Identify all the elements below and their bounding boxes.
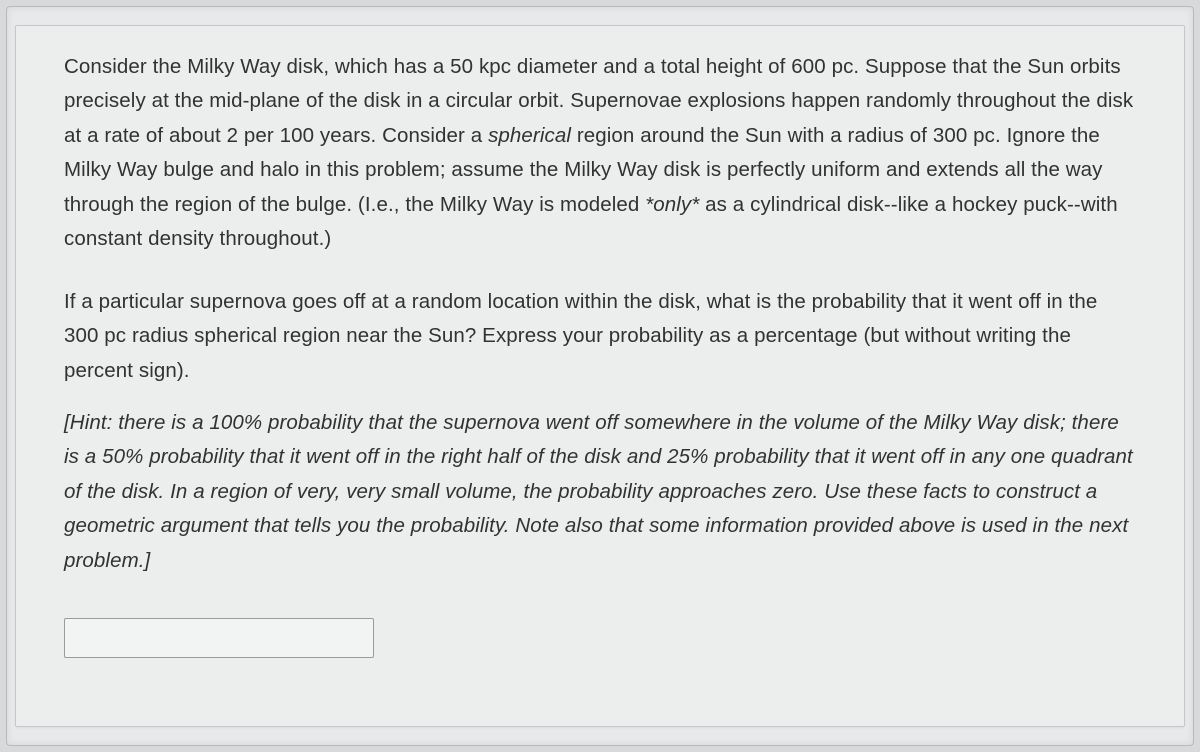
answer-input[interactable] [64, 618, 374, 658]
context-emphasis-only: *only* [645, 193, 699, 216]
question-outer-frame: Consider the Milky Way disk, which has a… [6, 6, 1194, 746]
problem-hint: [Hint: there is a 100% probability that … [64, 406, 1136, 578]
problem-question: If a particular supernova goes off at a … [64, 285, 1136, 388]
context-emphasis-spherical: spherical [488, 124, 571, 147]
question-card: Consider the Milky Way disk, which has a… [15, 25, 1185, 727]
problem-context: Consider the Milky Way disk, which has a… [64, 50, 1136, 257]
